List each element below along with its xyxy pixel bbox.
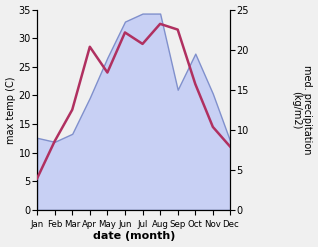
X-axis label: date (month): date (month) <box>93 231 175 242</box>
Y-axis label: max temp (C): max temp (C) <box>5 76 16 144</box>
Y-axis label: med. precipitation
(kg/m2): med. precipitation (kg/m2) <box>291 65 313 155</box>
